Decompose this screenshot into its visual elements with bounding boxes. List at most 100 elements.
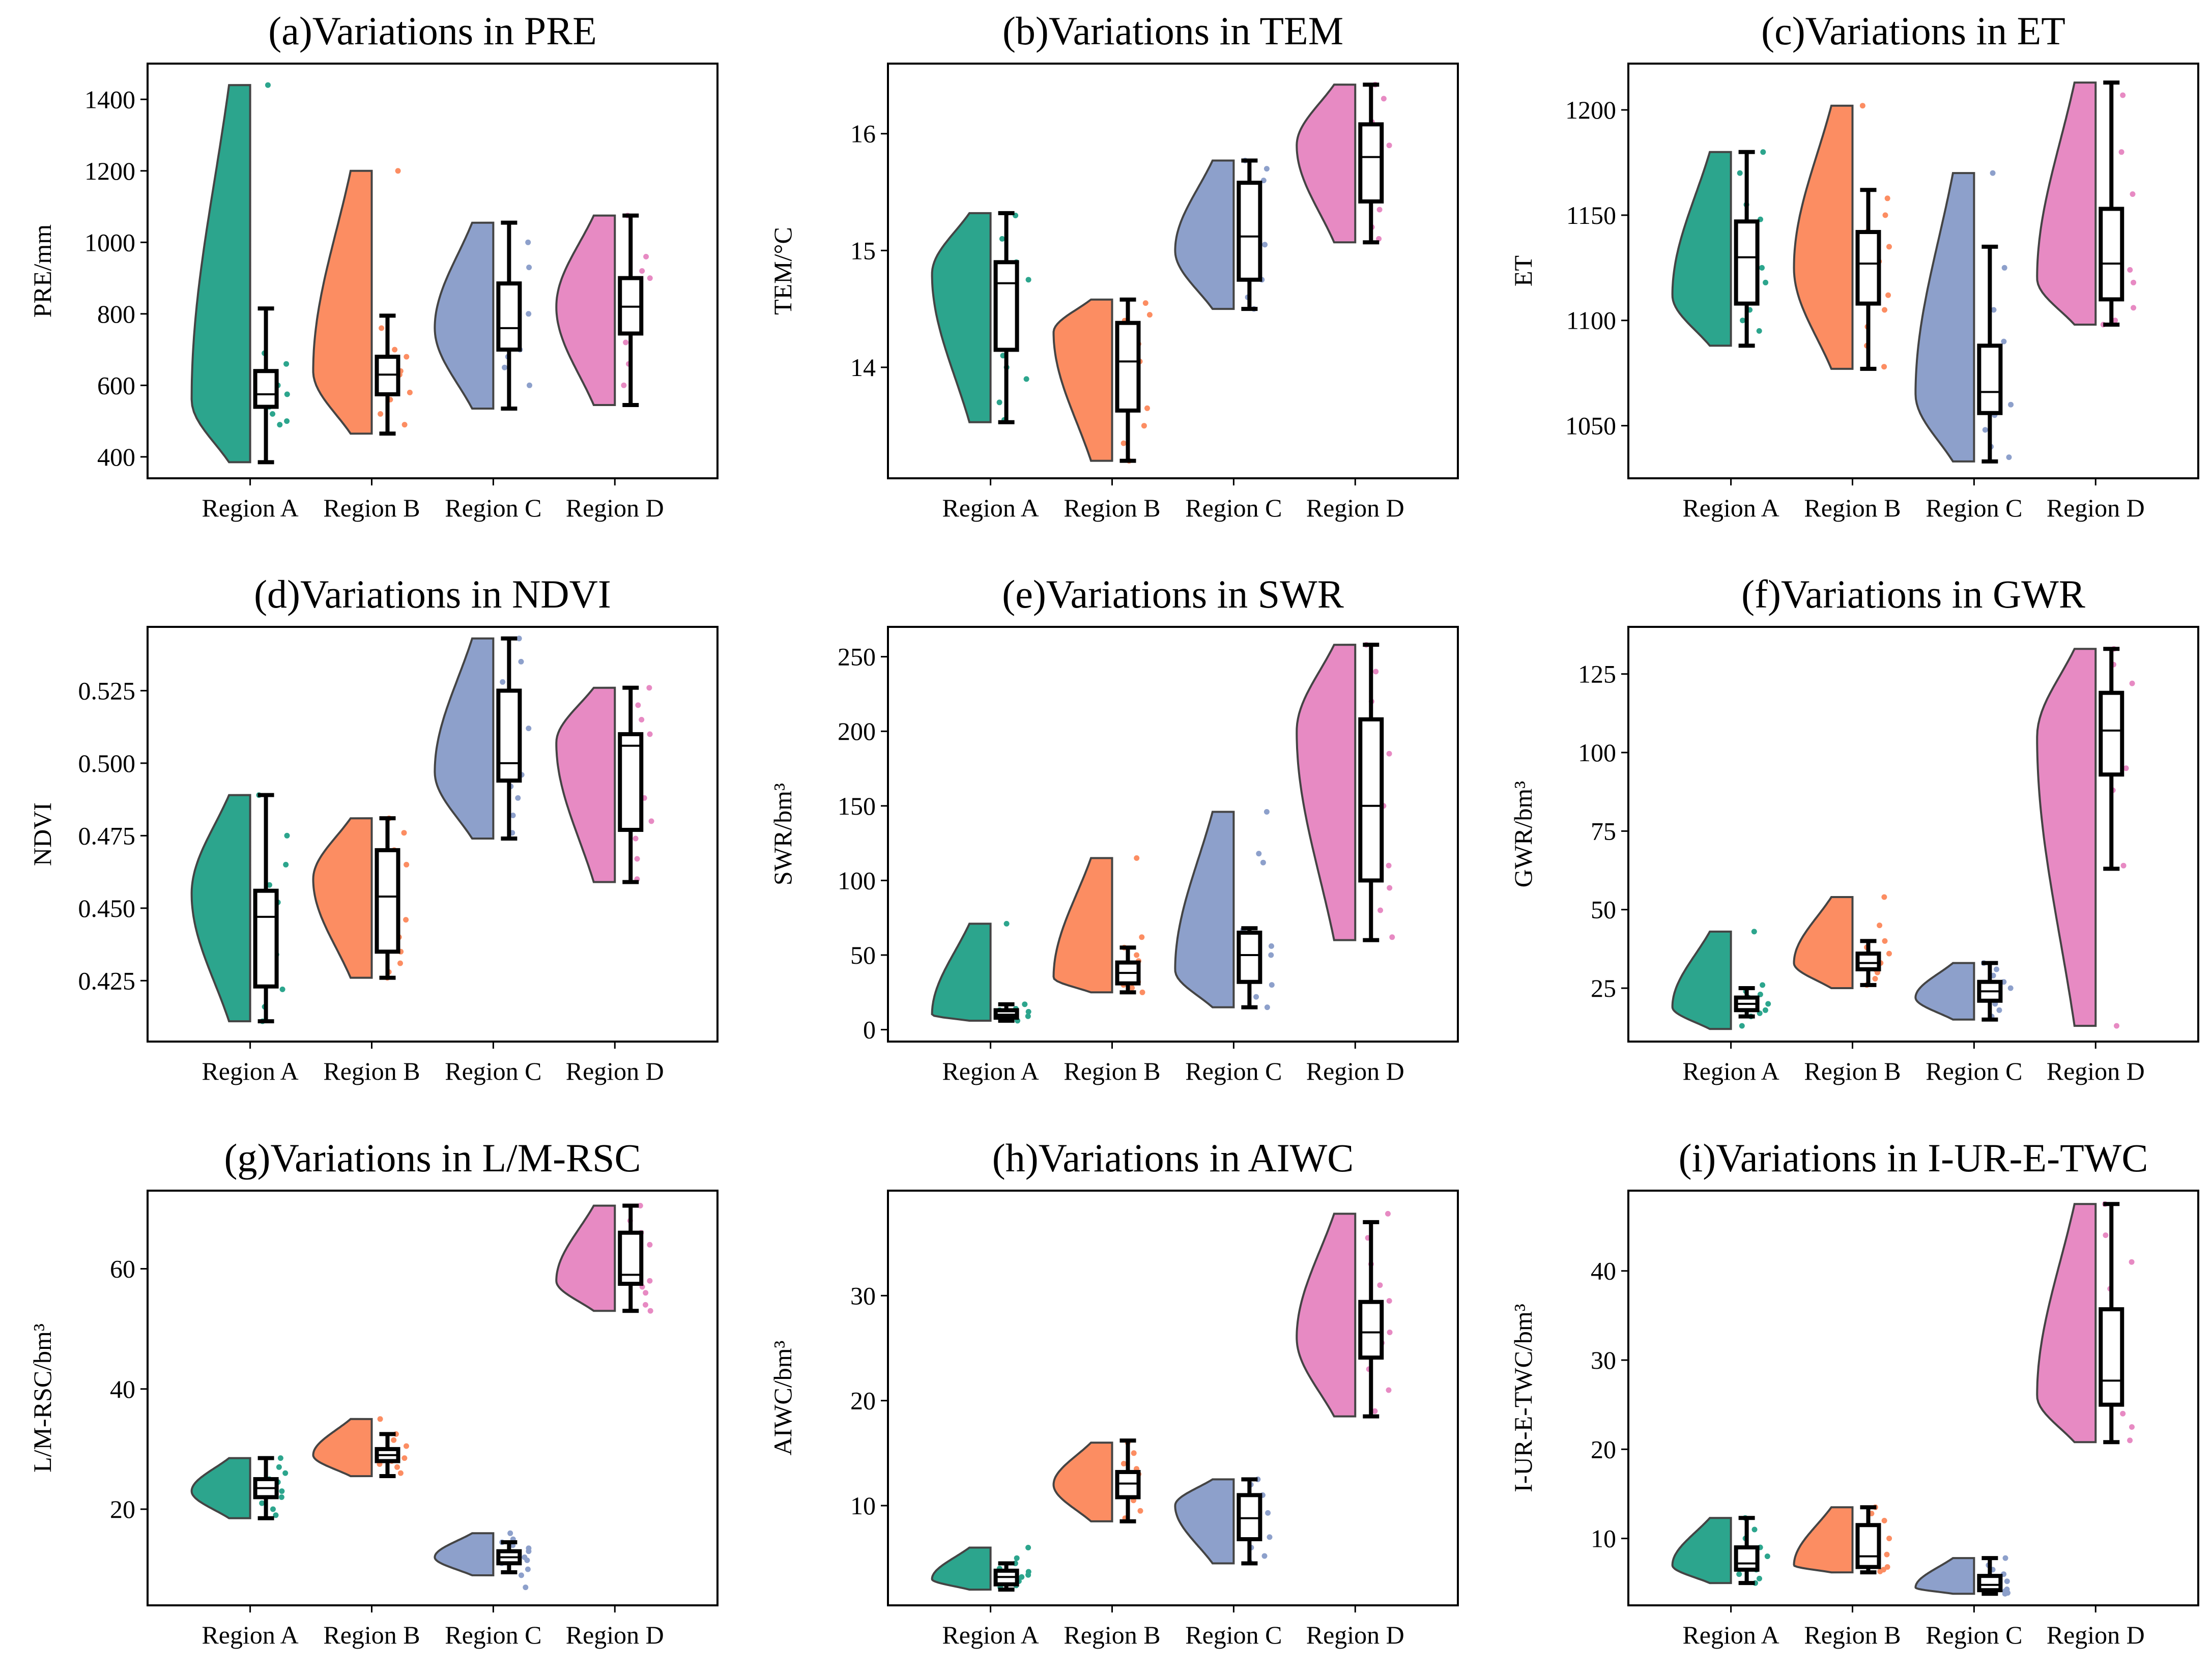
series-region-b (312, 1416, 409, 1479)
series-region-a (931, 211, 1031, 424)
data-point (1386, 1298, 1392, 1304)
data-point (2002, 1555, 2008, 1561)
data-point (1134, 855, 1140, 861)
y-tick-label: 0 (863, 1016, 876, 1044)
y-axis-label: SWR/bm³ (768, 783, 797, 885)
y-tick-label: 150 (838, 792, 876, 820)
box-iqr (1855, 229, 1881, 306)
subplot-title: (h)Variations in AIWC (992, 1136, 1354, 1180)
y-axis-label: TEM/°C (768, 227, 797, 315)
y-tick-label: 20 (1591, 1435, 1616, 1463)
data-point (1263, 809, 1270, 815)
data-point (1884, 1551, 1890, 1558)
series-region-b (1052, 297, 1153, 464)
y-tick-label: 1050 (1565, 412, 1616, 440)
data-point (2120, 862, 2127, 869)
violin-half (1052, 857, 1113, 994)
data-point (401, 830, 407, 836)
data-point (1739, 1023, 1745, 1029)
violin-half (1671, 1517, 1732, 1584)
series-region-b (1793, 1504, 1892, 1575)
x-tick-label: Region B (1804, 1621, 1901, 1649)
data-point (1736, 1571, 1742, 1577)
subplot-h: (h)Variations in AIWC AIWC/bm³ 10 20 30 Regio… (768, 1136, 1459, 1649)
violin-half (1052, 298, 1113, 462)
data-point (277, 1455, 283, 1461)
data-point (633, 835, 639, 842)
violin-half (312, 1418, 373, 1478)
y-tick-label: 75 (1591, 817, 1616, 845)
y-tick-label: 1150 (1566, 201, 1616, 229)
data-point (525, 1566, 531, 1572)
violin-half (1793, 1506, 1854, 1574)
data-point (1762, 1007, 1768, 1013)
y-tick-label: 25 (1591, 974, 1616, 1002)
box-iqr (253, 888, 279, 989)
series-region-d (1296, 1210, 1393, 1419)
series-region-d (555, 1203, 653, 1314)
data-point (996, 399, 1002, 406)
data-point (279, 986, 285, 992)
x-tick-label: Region B (323, 494, 420, 522)
series-region-a (190, 82, 290, 465)
box-iqr (618, 1230, 644, 1286)
box-iqr (375, 848, 400, 954)
data-point (1139, 934, 1145, 940)
data-point (1763, 279, 1769, 285)
data-point (1260, 859, 1266, 866)
data-point (267, 882, 272, 888)
data-point (284, 418, 290, 424)
series-region-c (1914, 960, 2014, 1022)
subplot-a: (a)Variations in PRE PRE/mm 400 600 800 1000 1… (28, 9, 719, 522)
x-tick-label: Region A (1682, 494, 1779, 522)
series-region-d (555, 213, 653, 407)
y-axis-label: L/M-RSC/bm³ (28, 1323, 56, 1473)
data-point (404, 354, 410, 360)
data-point (1387, 885, 1393, 891)
data-point (507, 1530, 513, 1536)
data-point (1882, 307, 1887, 313)
data-point (1025, 1013, 1031, 1019)
box-iqr (496, 688, 522, 783)
subplot-title: (d)Variations in NDVI (254, 572, 611, 616)
data-point (283, 861, 289, 868)
data-point (391, 1437, 397, 1443)
data-point (1760, 982, 1766, 988)
subplot-g: (g)Variations in L/M-RSC L/M-RSC/bm³ 20 40 6… (28, 1136, 719, 1649)
y-tick-label: 10 (850, 1491, 876, 1520)
series-region-a (190, 792, 290, 1024)
data-point (1146, 312, 1153, 318)
box-iqr (1734, 219, 1760, 306)
data-point (2001, 338, 2007, 344)
subplot-c: (c)Variations in ET ET 1050 1100 1150 1200 Reg… (1509, 9, 2199, 522)
data-point (284, 391, 290, 397)
y-axis: 25 50 75 100 125 (1578, 660, 1628, 1002)
data-point (1982, 427, 1988, 433)
series-region-d (2036, 1201, 2135, 1445)
box-iqr (1237, 1493, 1262, 1542)
x-axis: Region A Region B Region C Region D (942, 1605, 1404, 1649)
data-point (2127, 1437, 2133, 1444)
data-point (515, 795, 521, 801)
y-tick-label: 0.500 (78, 749, 136, 777)
y-tick-label: 30 (1591, 1346, 1616, 1374)
x-tick-label: Region D (1306, 494, 1404, 522)
data-point (519, 1572, 524, 1578)
data-point (401, 422, 408, 428)
x-axis: Region A Region B Region C Region D (1682, 1605, 2145, 1649)
y-tick-label: 14 (850, 353, 876, 382)
violin-half (190, 794, 251, 1023)
box-iqr (1115, 1469, 1141, 1500)
subplot-f: (f)Variations in GWR GWR/bm³ 25 50 75 100 125 R… (1509, 572, 2199, 1085)
x-axis: Region A Region B Region C Region D (942, 478, 1404, 522)
x-tick-label: Region D (566, 1057, 664, 1085)
x-tick-label: Region B (1064, 494, 1160, 522)
data-point (643, 1290, 649, 1296)
data-point (526, 265, 532, 270)
subplot-title: (b)Variations in TEM (1002, 9, 1343, 53)
violin-half (2036, 1203, 2097, 1444)
data-point (516, 636, 522, 642)
data-point (2004, 1578, 2010, 1584)
x-tick-label: Region C (445, 1057, 541, 1085)
